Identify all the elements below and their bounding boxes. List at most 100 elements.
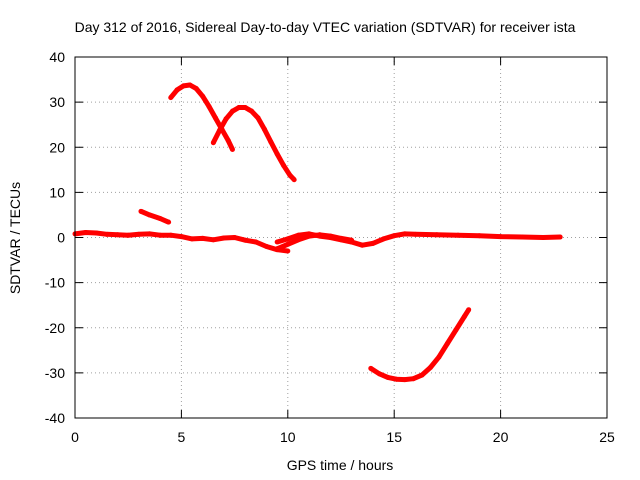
- data-point-arc-8h: [274, 151, 280, 157]
- data-point-arc-15h: [436, 354, 442, 360]
- data-point-baseline-a: [232, 235, 238, 240]
- data-point-baseline-c: [306, 233, 312, 239]
- y-tick-label: -40: [45, 410, 65, 426]
- data-point-baseline-b: [540, 235, 546, 240]
- data-point-baseline-b: [434, 232, 440, 238]
- data-point-arc-8h: [229, 108, 235, 114]
- x-tick-label: 5: [178, 429, 186, 445]
- data-point-baseline-b: [381, 236, 387, 242]
- data-point-baseline-a: [136, 231, 142, 237]
- data-point-arc-15h: [419, 372, 425, 378]
- data-point-arc-5h: [187, 82, 193, 88]
- data-point-arc-5h: [200, 93, 206, 99]
- data-point-baseline-c: [349, 237, 355, 243]
- x-axis-label: GPS time / hours: [287, 457, 394, 473]
- data-point-arc-8h: [242, 105, 248, 111]
- data-point-baseline-b: [455, 232, 461, 238]
- data-point-baseline-b: [391, 233, 397, 239]
- data-point-baseline-a: [178, 234, 184, 240]
- data-point-baseline-a: [168, 232, 174, 238]
- data-point-arc-8h: [217, 127, 223, 133]
- data-point-baseline-b: [402, 231, 408, 237]
- data-point-arc-5h: [206, 104, 212, 110]
- data-point-arc-5h: [168, 95, 174, 101]
- data-point-arc-15h: [385, 374, 391, 380]
- data-point-arc-8h: [268, 139, 274, 145]
- series-short-3h: [140, 208, 170, 225]
- data-point-arc-15h: [444, 341, 450, 347]
- data-point-arc-15h: [466, 307, 472, 313]
- data-point-short-3h: [146, 212, 152, 218]
- data-point-baseline-c: [338, 235, 344, 241]
- y-axis-label: SDTVAR / TECUs: [7, 182, 23, 294]
- data-point-baseline-b: [498, 234, 504, 240]
- x-tick-label: 20: [493, 429, 509, 445]
- data-point-baseline-a: [285, 248, 291, 254]
- data-point-arc-5h: [193, 86, 199, 92]
- chart-title: Day 312 of 2016, Sidereal Day-to-day VTE…: [75, 19, 576, 35]
- y-tick-label: 40: [49, 49, 65, 65]
- data-point-baseline-a: [104, 231, 110, 237]
- data-point-arc-8h: [223, 116, 229, 122]
- data-point-baseline-b: [519, 234, 525, 240]
- data-point-arc-8h: [291, 177, 297, 183]
- data-point-short-3h: [138, 208, 144, 214]
- data-point-baseline-b: [295, 232, 301, 238]
- x-tick-label: 15: [386, 429, 402, 445]
- data-point-arc-15h: [368, 365, 374, 371]
- data-point-baseline-c: [295, 237, 301, 243]
- data-point-short-3h: [166, 219, 172, 225]
- y-tick-label: -30: [45, 365, 65, 381]
- data-point-baseline-b: [476, 233, 482, 239]
- data-point-arc-8h: [287, 172, 293, 178]
- data-point-arc-5h: [174, 87, 180, 93]
- data-point-arc-15h: [393, 376, 399, 382]
- y-tick-label: 20: [49, 139, 65, 155]
- data-point-baseline-a: [200, 235, 206, 241]
- data-point-baseline-a: [253, 239, 259, 245]
- data-point-arc-5h: [212, 115, 218, 121]
- data-point-baseline-a: [83, 230, 89, 236]
- axis-ticks: 0 5 10 15 20 25 -40 -30 -20 -10 0 10 20 30 40: [45, 49, 615, 445]
- data-point-arc-15h: [376, 371, 382, 377]
- data-point-baseline-a: [264, 244, 270, 250]
- data-point-arc-15h: [410, 376, 416, 382]
- data-point-baseline-c: [317, 232, 323, 238]
- x-tick-label: 0: [71, 429, 79, 445]
- data-point-arc-5h: [229, 147, 235, 153]
- x-tick-label: 10: [280, 429, 296, 445]
- data-point-baseline-a: [210, 237, 216, 243]
- data-point-arc-5h: [181, 83, 187, 89]
- data-point-arc-8h: [249, 108, 255, 114]
- data-point-arc-15h: [461, 313, 467, 319]
- data-point-baseline-a: [146, 231, 152, 237]
- data-point-baseline-c: [274, 246, 280, 252]
- y-tick-label: 10: [49, 184, 65, 200]
- y-tick-label: 0: [57, 230, 65, 246]
- data-point-baseline-a: [189, 236, 195, 242]
- data-point-baseline-a: [115, 232, 121, 238]
- data-point-baseline-b: [557, 234, 563, 240]
- data-point-baseline-a: [93, 230, 99, 236]
- data-point-baseline-b: [412, 231, 418, 237]
- data-point-baseline-a: [125, 232, 131, 238]
- data-point-baseline-c: [285, 241, 291, 247]
- data-point-baseline-b: [359, 242, 365, 248]
- data-point-arc-8h: [210, 140, 216, 146]
- data-point-arc-8h: [255, 115, 261, 121]
- data-point-arc-15h: [402, 377, 408, 383]
- data-point-arc-8h: [261, 126, 267, 132]
- data-point-arc-8h: [281, 162, 287, 168]
- y-tick-label: -10: [45, 275, 65, 291]
- data-point-arc-15h: [453, 327, 459, 333]
- x-tick-label: 25: [599, 429, 615, 445]
- y-tick-label: -20: [45, 320, 65, 336]
- data-point-arc-15h: [427, 364, 433, 370]
- data-point-baseline-a: [157, 232, 163, 238]
- data-series: [72, 82, 563, 383]
- data-point-short-3h: [157, 216, 163, 222]
- y-tick-label: 30: [49, 94, 65, 110]
